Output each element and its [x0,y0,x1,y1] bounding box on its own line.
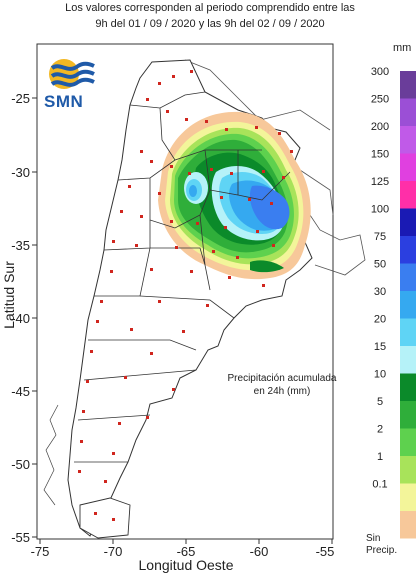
title-line-2: 9h del 01 / 09 / 2020 y las 9h del 02 / … [95,18,325,30]
legend-swatch [400,153,416,181]
no-precip-line-1: Sin [366,533,381,544]
tierra-del-fuego-outline [79,497,131,539]
legend-swatch [400,71,416,99]
y-tick-label: -55 [11,530,30,545]
legend-label: 15 [374,341,386,353]
legend-swatch [400,456,416,484]
legend-swatch [400,511,416,539]
y-tick-label: -35 [11,238,30,253]
legend-swatch [400,291,416,319]
legend-label: 300 [371,66,389,78]
legend-swatch [400,263,416,291]
legend-swatch [400,428,416,456]
legend-unit: mm [393,42,412,54]
legend-label: 200 [371,121,389,133]
no-precip-label: Sin Precip. [366,533,397,557]
y-tick-label: -45 [11,384,30,399]
precip-annotation: Precipitación acumulada en 24h (mm) [210,372,354,398]
legend-label: 50 [374,259,386,271]
title-line-1: Los valores corresponden al periodo comp… [65,2,355,14]
map-title: Los valores corresponden al periodo comp… [0,0,420,32]
legend-swatch [400,483,416,511]
legend-swatch [400,126,416,154]
y-tick-label: -25 [11,91,30,106]
legend-swatch [400,208,416,236]
x-tick-label: -60 [250,544,269,559]
legend-swatch [400,346,416,374]
precip-zone-west-30 [189,185,197,197]
legend-label: 75 [374,231,386,243]
legend-label: 125 [371,176,389,188]
annotation-line-2: en 24h (mm) [253,386,311,397]
x-tick-label: -75 [31,544,50,559]
x-tick-label: -65 [177,544,196,559]
neighbor-borders [184,59,366,276]
y-axis-label: Latitud Sur [1,261,17,329]
precip-zone-50 [249,185,290,230]
x-tick-label: -70 [104,544,123,559]
axis-ticks [32,97,333,544]
precipitation-field [158,111,311,280]
legend-label: 0.1 [372,479,387,491]
y-tick-labels: -25 -30 -35 -40 -45 -50 -55 [11,91,30,545]
legend-swatch [400,181,416,209]
legend-label: 20 [374,314,386,326]
y-tick-label: -40 [11,311,30,326]
legend-label: 2 [377,424,383,436]
y-tick-label: -50 [11,457,30,472]
station-markers [78,70,293,521]
legend-label: 5 [377,396,383,408]
legend-label: 30 [374,286,386,298]
y-tick-label: -30 [11,165,30,180]
legend-swatch [400,373,416,401]
logo-text: SMN [44,92,84,111]
legend-label: 1 [377,451,383,463]
legend-swatch [400,401,416,429]
annotation-line-1: Precipitación acumulada [227,373,337,384]
legend-label: 250 [371,94,389,106]
legend-swatch [400,236,416,264]
legend-label: 10 [374,369,386,381]
smn-wave-sun-icon [49,59,95,89]
legend-swatch [400,318,416,346]
x-tick-labels: -75 -70 -65 -60 -55 [31,544,335,559]
x-tick-label: -55 [316,544,335,559]
legend-label: 100 [371,204,389,216]
chile-coast [43,404,59,506]
no-precip-line-2: Precip. [366,545,398,556]
legend-swatch [400,98,416,126]
x-axis-label: Longitud Oeste [139,557,234,573]
legend-label: 150 [371,149,389,161]
precip-zone-southeast-10 [250,260,284,273]
